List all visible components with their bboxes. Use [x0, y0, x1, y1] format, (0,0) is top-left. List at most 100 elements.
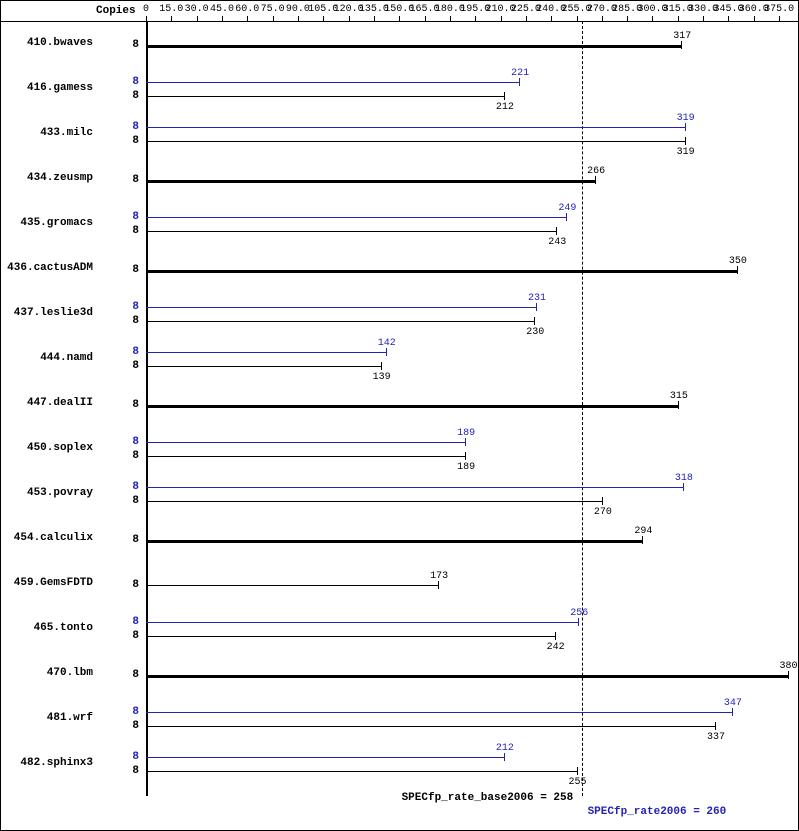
- bar-endcap: [465, 438, 466, 446]
- benchmark-row: 454.calculix8294: [1, 524, 798, 569]
- benchmark-row: 447.dealII 8 315: [1, 389, 798, 434]
- copies-base-label: 8: [111, 630, 139, 642]
- copies-peak-label: 8: [111, 301, 139, 313]
- bar-endcap: [536, 303, 537, 311]
- bar-endcap: [683, 483, 684, 491]
- peak-bar: [146, 712, 732, 713]
- bar-endcap: [566, 213, 567, 221]
- peak-bar: [146, 307, 536, 308]
- base-value-label: 266: [587, 166, 605, 177]
- bar-endcap: [381, 362, 382, 370]
- benchmark-label: 436.cactusADM: [1, 262, 93, 274]
- base-value-label: 315: [670, 391, 688, 402]
- base-bar: [146, 270, 737, 273]
- benchmark-label: 447.dealII: [1, 397, 93, 409]
- base-bar: [146, 366, 381, 367]
- copies-peak-label: 8: [111, 76, 139, 88]
- bar-endcap: [504, 92, 505, 100]
- benchmark-label: 481.wrf: [1, 712, 93, 724]
- copies-base-label: 8: [111, 495, 139, 507]
- benchmark-row: 435.gromacs82498243: [1, 209, 798, 254]
- peak-value-label: 231: [528, 293, 546, 304]
- bar-endcap: [642, 536, 643, 544]
- bar-endcap: [519, 78, 520, 86]
- copies-peak-label: 8: [111, 211, 139, 223]
- base-value-label: 255: [569, 777, 587, 788]
- benchmark-row: 453.povray83188270: [1, 479, 798, 524]
- copies-base-label: 8: [111, 720, 139, 732]
- copies-peak-label: 8: [111, 436, 139, 448]
- bar-endcap: [578, 618, 579, 626]
- bar-endcap: [715, 722, 716, 730]
- spec-chart: Copies 015.030.045.060.075.090.0105.0120…: [0, 0, 799, 831]
- base-bar: [146, 231, 556, 232]
- benchmark-label: 433.milc: [1, 127, 93, 139]
- peak-value-label: 318: [675, 473, 693, 484]
- copies-base-label: 8: [111, 315, 139, 327]
- copies-base-label: 8: [111, 450, 139, 462]
- peak-bar: [146, 442, 465, 443]
- bar-endcap: [438, 581, 439, 589]
- base-bar: [146, 636, 555, 637]
- bar-endcap: [602, 497, 603, 505]
- axis-tick-label: 0: [143, 4, 149, 15]
- copies-base-label: 8: [111, 579, 139, 591]
- copies-peak-label: 8: [111, 706, 139, 718]
- base-bar: [146, 585, 438, 586]
- benchmark-label: 416.gamess: [1, 82, 93, 94]
- copies-base-label: 8: [111, 90, 139, 102]
- benchmark-label: 482.sphinx3: [1, 757, 93, 769]
- benchmark-label: 465.tonto: [1, 622, 93, 634]
- copies-base-label: 8: [111, 765, 139, 777]
- base-bar: [146, 726, 715, 727]
- copies-base-label: 8: [111, 39, 139, 51]
- base-value-label: 242: [547, 642, 565, 653]
- axis-tick-label: 45.0: [210, 4, 234, 15]
- benchmark-label: 454.calculix: [1, 532, 93, 544]
- base-value-label: 173: [430, 571, 448, 582]
- base-value-label: 294: [634, 526, 652, 537]
- benchmark-row: 434.zeusmp 8 266: [1, 164, 798, 209]
- benchmark-label: 450.soplex: [1, 442, 93, 454]
- axis-tick-label: 15.0: [159, 4, 183, 15]
- copies-base-label: 8: [111, 225, 139, 237]
- base-value-label: 189: [457, 462, 475, 473]
- base-bar: [146, 501, 602, 502]
- bar-endcap: [681, 41, 682, 49]
- copies-peak-label: 8: [111, 751, 139, 763]
- copies-base-label: 8: [111, 174, 139, 186]
- benchmark-row: 465.tonto82568242: [1, 614, 798, 659]
- peak-bar: [146, 622, 578, 623]
- base-value-label: 380: [780, 661, 798, 672]
- copies-peak-label: 8: [111, 616, 139, 628]
- peak-bar: [146, 352, 386, 353]
- footer-base-label: SPECfp_rate_base2006 = 258: [402, 792, 574, 804]
- bar-endcap: [556, 227, 557, 235]
- bar-endcap: [465, 452, 466, 460]
- base-bar: [146, 675, 788, 678]
- peak-bar: [146, 217, 566, 218]
- peak-bar: [146, 82, 519, 83]
- benchmark-row: 470.lbm8380: [1, 659, 798, 704]
- peak-value-label: 256: [570, 608, 588, 619]
- copies-peak-label: 8: [111, 121, 139, 133]
- axis-tick-label: 375.0: [764, 4, 794, 15]
- peak-value-label: 221: [511, 68, 529, 79]
- base-bar: [146, 405, 678, 408]
- benchmark-row: 459.GemsFDTD8173: [1, 569, 798, 614]
- base-bar: [146, 180, 595, 183]
- base-bar: [146, 456, 465, 457]
- plot-area: 410.bwaves8317416.gamess82218212433.milc…: [1, 21, 798, 796]
- bar-endcap: [555, 632, 556, 640]
- bar-endcap: [504, 753, 505, 761]
- benchmark-label: 434.zeusmp: [1, 172, 93, 184]
- benchmark-row: 410.bwaves8317: [1, 29, 798, 74]
- base-value-label: 317: [673, 31, 691, 42]
- bar-endcap: [577, 767, 578, 775]
- base-value-label: 139: [373, 372, 391, 383]
- base-bar: [146, 771, 577, 772]
- benchmark-row: 444.namd81428139: [1, 344, 798, 389]
- copies-base-label: 8: [111, 399, 139, 411]
- base-value-label: 270: [594, 507, 612, 518]
- peak-value-label: 347: [724, 698, 742, 709]
